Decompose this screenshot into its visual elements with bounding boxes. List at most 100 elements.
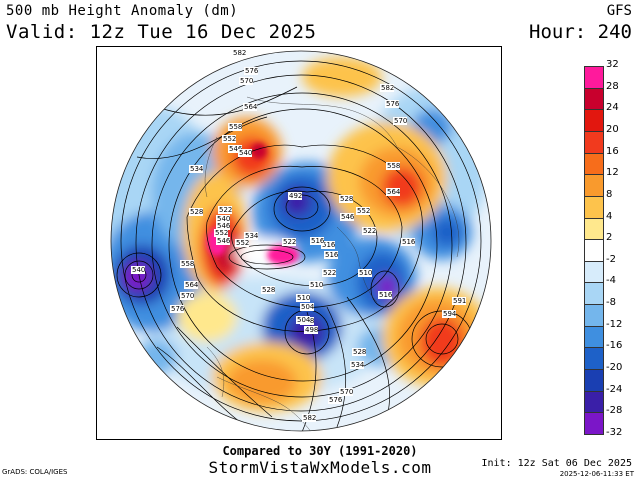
svg-text:534: 534 xyxy=(190,165,204,173)
color-scale-cell xyxy=(584,152,604,176)
color-scale-cell xyxy=(584,239,604,262)
contour-label: 552 xyxy=(222,135,236,143)
color-scale-tick-label: -8 xyxy=(606,297,616,309)
height-contours xyxy=(116,60,482,431)
color-scale-cell xyxy=(584,217,604,241)
contour-label: 528 xyxy=(339,195,353,203)
contour-label: 576 xyxy=(244,67,259,75)
svg-text:522: 522 xyxy=(283,238,296,246)
svg-text:516: 516 xyxy=(402,238,416,246)
svg-text:510: 510 xyxy=(310,281,323,289)
color-scale-tick-label: 16 xyxy=(606,145,619,157)
svg-text:528: 528 xyxy=(262,286,275,294)
svg-text:564: 564 xyxy=(387,188,401,196)
contour-label: 582 xyxy=(380,84,394,92)
color-scale-tick-label: 20 xyxy=(606,123,619,135)
map-frame: 582 576 570 564 558 552 546 540 534 528 522 516 510 5… xyxy=(96,46,502,440)
contour-label: 522 xyxy=(322,269,336,277)
svg-text:504: 504 xyxy=(297,316,311,324)
init-time: Init: 12z Sat 06 Dec 2025 xyxy=(481,458,632,469)
chart-title: 500 mb Height Anomaly (dm) xyxy=(6,3,239,19)
grads-credit: GrADS: COLA/IGES xyxy=(2,468,68,476)
svg-text:510: 510 xyxy=(359,269,372,277)
svg-text:534: 534 xyxy=(245,232,259,240)
color-scale-cell xyxy=(584,130,604,154)
contour-label: 546 xyxy=(216,237,231,245)
svg-text:576: 576 xyxy=(329,396,343,404)
svg-text:564: 564 xyxy=(244,103,258,111)
svg-text:558: 558 xyxy=(387,162,400,170)
svg-text:534: 534 xyxy=(351,361,365,369)
color-scale-tick-label: -2 xyxy=(606,253,616,265)
climatology-note: Compared to 30Y (1991-2020) xyxy=(222,444,418,458)
color-scale-cell xyxy=(584,282,604,306)
svg-text:552: 552 xyxy=(223,135,236,143)
color-scale-cell xyxy=(584,369,604,392)
contour-label: 570 xyxy=(393,117,407,125)
svg-text:546: 546 xyxy=(229,145,243,153)
contour-label: 534 xyxy=(244,232,259,240)
contour-label: 582 xyxy=(232,49,246,57)
contour-label: 564 xyxy=(184,281,199,289)
contour-label: 510 xyxy=(309,281,323,289)
contour-label: 546 xyxy=(340,213,355,221)
color-scale-cell xyxy=(584,174,604,197)
svg-text:564: 564 xyxy=(185,281,199,289)
contour-label: 534 xyxy=(189,165,204,173)
svg-text:510: 510 xyxy=(297,294,310,302)
svg-text:516: 516 xyxy=(325,251,339,259)
svg-text:576: 576 xyxy=(245,67,259,75)
color-scale-cell xyxy=(584,390,604,414)
svg-text:570: 570 xyxy=(240,77,253,85)
contour-label: 516 xyxy=(324,251,339,259)
generation-timestamp: 2025-12-06-11:33 ET xyxy=(559,470,634,478)
contour-label: 594 xyxy=(442,310,457,318)
contour-label: 498 xyxy=(304,326,318,334)
contour-label: 528 xyxy=(352,348,366,356)
svg-text:528: 528 xyxy=(353,348,366,356)
svg-text:498: 498 xyxy=(305,326,318,334)
svg-text:522: 522 xyxy=(323,269,336,277)
color-scale-tick-label: 2 xyxy=(606,232,613,244)
coastlines xyxy=(204,96,460,431)
svg-text:594: 594 xyxy=(443,310,457,318)
color-scale-tick-label: 12 xyxy=(606,167,619,179)
svg-text:546: 546 xyxy=(217,237,231,245)
contour-label: 504 xyxy=(300,303,315,311)
contour-label: 552 xyxy=(214,229,228,237)
color-scale-tick-label: 28 xyxy=(606,80,619,92)
contour-label: 516 xyxy=(321,241,336,249)
svg-text:522: 522 xyxy=(363,227,376,235)
contour-label: 570 xyxy=(339,388,353,396)
color-scale-cell xyxy=(584,260,604,284)
contour-label: 516 xyxy=(310,237,325,245)
color-scale-cell xyxy=(584,87,604,111)
color-scale-tick-label: -24 xyxy=(606,383,623,395)
contour-label: 546 xyxy=(228,145,243,153)
color-scale-tick-label: 24 xyxy=(606,102,619,114)
contour-label: 564 xyxy=(386,188,401,196)
color-scale-tick-label: -32 xyxy=(606,427,623,438)
website-name[interactable]: StormVistaWxModels.com xyxy=(208,458,432,477)
contour-label: 522 xyxy=(362,227,376,235)
contour-label: 576 xyxy=(170,305,185,313)
contour-label: 534 xyxy=(350,361,365,369)
svg-text:570: 570 xyxy=(394,117,407,125)
contour-label: 540 xyxy=(216,215,230,223)
svg-text:504: 504 xyxy=(301,303,315,311)
contour-label: 516 xyxy=(401,238,416,246)
contour-label: 576 xyxy=(385,100,400,108)
svg-text:516: 516 xyxy=(322,241,336,249)
contour-label: 528 xyxy=(261,286,275,294)
color-scale-cell xyxy=(584,109,604,132)
valid-time: Valid: 12z Tue 16 Dec 2025 xyxy=(6,21,317,43)
color-scale-tick-label: -12 xyxy=(606,318,623,330)
contour-label: 564 xyxy=(243,103,258,111)
contour-label: 492 xyxy=(288,192,302,200)
svg-text:516: 516 xyxy=(379,291,393,299)
contour-label: 558 xyxy=(228,123,242,131)
svg-text:552: 552 xyxy=(215,229,228,237)
color-scale-tick-label: -16 xyxy=(606,340,623,352)
